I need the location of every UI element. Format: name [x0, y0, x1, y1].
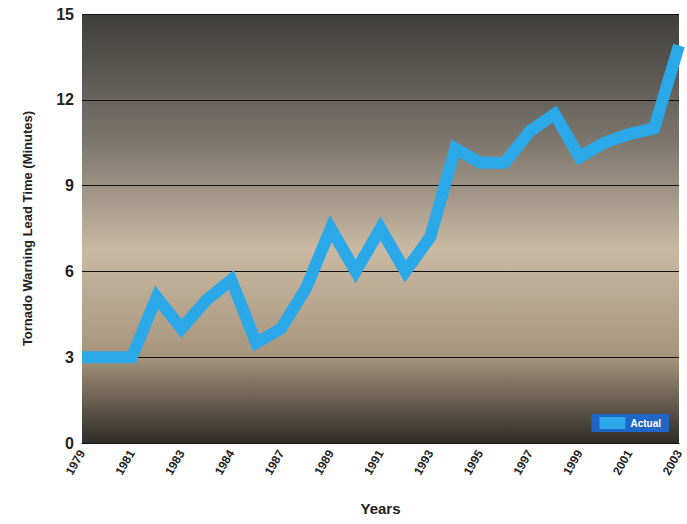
svg-text:1984: 1984 [212, 447, 238, 477]
svg-text:1979: 1979 [63, 447, 89, 477]
svg-text:15: 15 [56, 6, 74, 23]
svg-text:3: 3 [65, 349, 74, 366]
svg-text:1989: 1989 [311, 447, 337, 477]
svg-text:1993: 1993 [411, 447, 437, 477]
svg-text:2001: 2001 [610, 447, 636, 477]
svg-text:0: 0 [65, 435, 74, 452]
svg-text:Years: Years [360, 500, 400, 517]
svg-text:1999: 1999 [560, 447, 586, 477]
svg-text:1995: 1995 [461, 447, 487, 477]
svg-text:2003: 2003 [660, 447, 686, 477]
svg-text:12: 12 [56, 91, 74, 108]
svg-text:Tornado Warning Lead Time (Min: Tornado Warning Lead Time (Minutes) [20, 111, 35, 346]
svg-text:9: 9 [65, 177, 74, 194]
svg-text:1997: 1997 [510, 447, 536, 477]
svg-text:1983: 1983 [162, 447, 188, 477]
svg-text:Actual: Actual [630, 418, 661, 429]
svg-text:1981: 1981 [112, 447, 138, 477]
svg-text:1991: 1991 [361, 447, 387, 477]
svg-text:1987: 1987 [262, 447, 288, 477]
svg-text:6: 6 [65, 263, 74, 280]
